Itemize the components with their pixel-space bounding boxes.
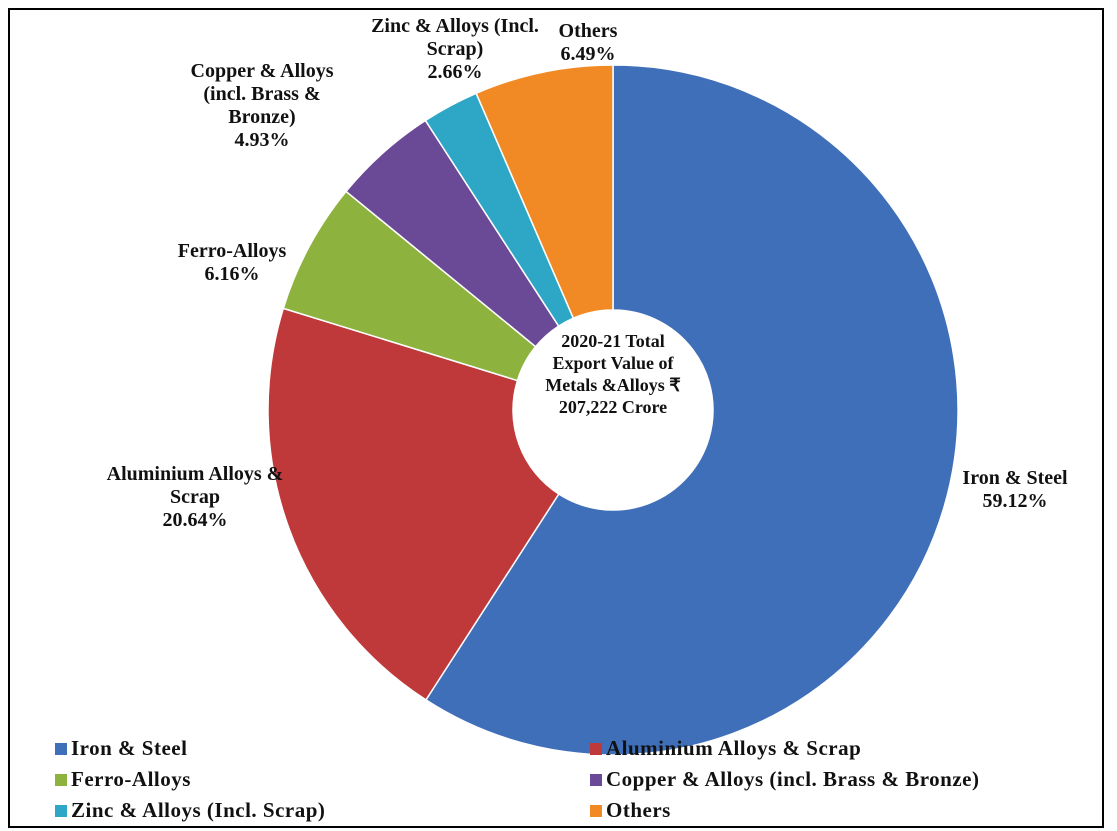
label-name: Ferro-Alloys xyxy=(177,240,287,262)
data-label: Aluminium Alloys & Scrap 20.64% xyxy=(98,463,293,532)
data-label: Ferro-Alloys 6.16% xyxy=(157,240,307,286)
legend-label: Others xyxy=(606,798,671,822)
label-name: Copper & Alloys (incl. Brass & Bronze) xyxy=(190,60,334,128)
legend-swatch xyxy=(590,742,602,755)
label-value: 20.64% xyxy=(162,509,228,531)
legend-item: Iron & Steel xyxy=(55,736,187,761)
legend-label: Ferro-Alloys xyxy=(71,767,191,791)
label-value: 2.66% xyxy=(427,61,483,83)
data-label: Iron & Steel 59.12% xyxy=(940,467,1090,513)
slice xyxy=(267,307,560,701)
legend-swatch xyxy=(55,773,67,786)
legend-swatch xyxy=(590,773,602,786)
data-label: Zinc & Alloys (Incl. Scrap) 2.66% xyxy=(348,15,563,84)
slice xyxy=(475,64,614,320)
label-name: Zinc & Alloys (Incl. Scrap) xyxy=(371,15,539,60)
legend-item: Ferro-Alloys xyxy=(55,767,191,792)
label-name: Aluminium Alloys & Scrap xyxy=(106,463,284,508)
slice xyxy=(424,64,959,756)
label-name: Iron & Steel xyxy=(962,467,1068,489)
label-value: 59.12% xyxy=(982,490,1048,512)
legend-swatch xyxy=(55,742,67,755)
label-value: 6.16% xyxy=(204,263,260,285)
data-label: Others 6.49% xyxy=(543,20,633,66)
label-value: 4.93% xyxy=(234,129,290,151)
legend-item: Aluminium Alloys & Scrap xyxy=(590,736,861,761)
legend-label: Iron & Steel xyxy=(71,736,188,760)
legend-label: Copper & Alloys (incl. Brass & Bronze) xyxy=(606,767,980,791)
legend-swatch xyxy=(590,804,602,817)
legend-label: Zinc & Alloys (Incl. Scrap) xyxy=(71,798,326,822)
legend-item: Copper & Alloys (incl. Brass & Bronze) xyxy=(590,767,979,792)
data-label: Copper & Alloys (incl. Brass & Bronze) 4.… xyxy=(175,60,350,152)
label-value: 6.49% xyxy=(560,43,616,65)
legend-item: Others xyxy=(590,798,671,823)
legend-swatch xyxy=(55,804,67,817)
center-text: 2020-21 Total Export Value of Metals &Al… xyxy=(545,331,681,417)
legend-item: Zinc & Alloys (Incl. Scrap) xyxy=(55,798,325,823)
label-name: Others xyxy=(558,20,618,42)
frame xyxy=(8,8,1104,828)
legend-label: Aluminium Alloys & Scrap xyxy=(606,736,862,760)
